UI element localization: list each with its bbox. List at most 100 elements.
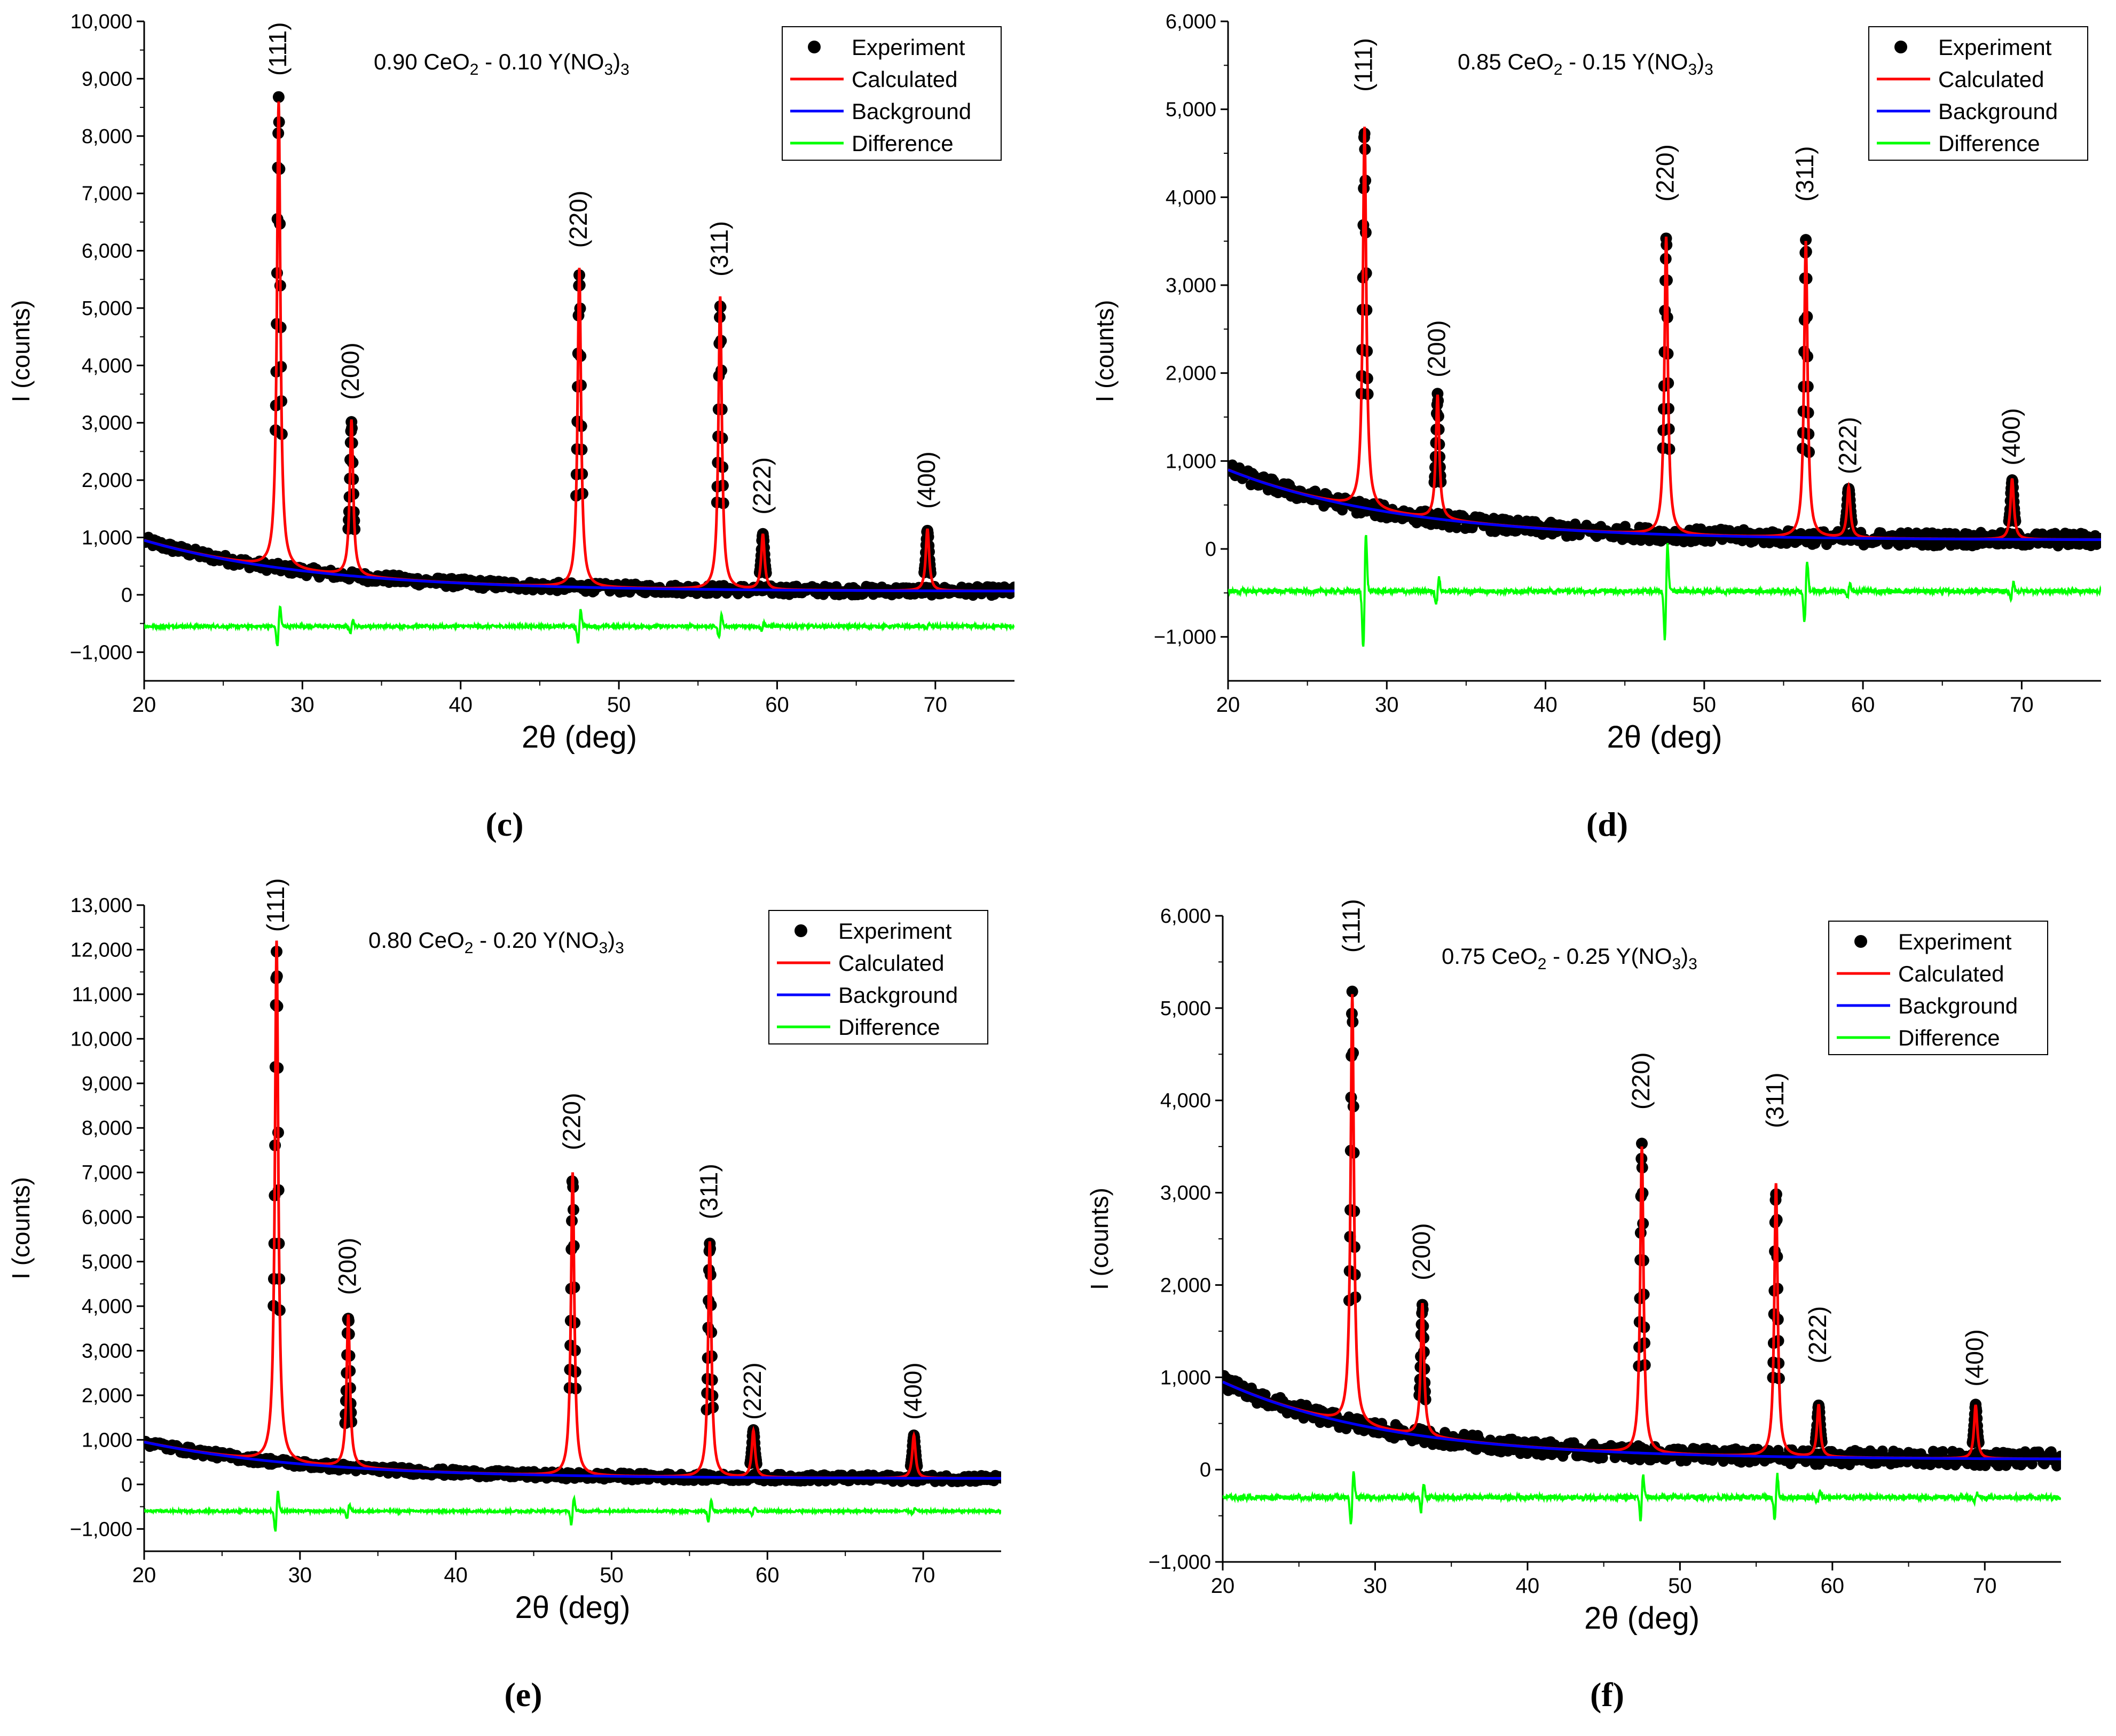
y-tick-label: 6,000 [1166, 11, 1216, 33]
legend-label: Calculated [838, 951, 944, 976]
composition-part: ) [608, 928, 615, 953]
y-tick-label: 0 [121, 584, 132, 607]
peak-label: (222) [748, 457, 776, 514]
y-tick-label: 4,000 [1166, 186, 1216, 209]
legend-marker-experiment [1894, 41, 1907, 53]
y-tick-label: 8,000 [82, 1117, 132, 1140]
experiment-point [1636, 1137, 1648, 1150]
y-tick-label: 7,000 [82, 183, 132, 205]
legend-label: Difference [838, 1015, 940, 1040]
y-tick-label: 3,000 [1166, 274, 1216, 297]
panel-label: (f) [1590, 1676, 1624, 1714]
y-tick-label: 10,000 [70, 11, 132, 33]
experiment-point [2095, 532, 2101, 544]
composition-part: ) [613, 49, 620, 74]
peak-label: (311) [1791, 146, 1819, 202]
panel-label: (d) [1586, 805, 1628, 843]
composition-part: 2 [1554, 61, 1563, 78]
experiment-point [1937, 1446, 1948, 1457]
composition-label: 0.75 CeO2 - 0.25 Y(NO3)3 [1442, 944, 1697, 973]
x-tick-label: 60 [1851, 693, 1875, 717]
x-tick-label: 20 [132, 1564, 156, 1587]
legend-marker-experiment [808, 41, 821, 53]
y-tick-label: 4,000 [82, 1295, 132, 1318]
y-axis-title: I (counts) [1091, 300, 1119, 403]
legend-label: Background [1938, 99, 2058, 124]
composition-part: 3 [620, 61, 630, 78]
peak-label: (222) [738, 1362, 766, 1419]
y-tick-label: 10,000 [70, 1028, 132, 1050]
peak-label: (400) [899, 1362, 927, 1419]
y-tick-label: 2,000 [82, 1385, 132, 1407]
legend-label: Background [1898, 993, 2018, 1018]
y-tick-label: 1,000 [82, 1429, 132, 1451]
composition-part: 2 [470, 61, 479, 78]
y-tick-label: 2,000 [1166, 363, 1216, 385]
peak-label: (200) [333, 1238, 361, 1295]
y-tick-label: 6,000 [82, 240, 132, 263]
peak-label: (220) [564, 191, 592, 248]
x-tick-label: 30 [290, 693, 314, 717]
plot-area [144, 91, 1014, 647]
y-axis-title: I (counts) [7, 1177, 35, 1279]
legend: Experiment Calculated Background Difference [1868, 26, 2088, 161]
y-tick-label: −1,000 [70, 1518, 132, 1541]
y-tick-label: 5,000 [1166, 99, 1216, 121]
composition-part: ) [1697, 49, 1704, 74]
peak-label: (111) [1338, 899, 1365, 953]
x-tick-label: 50 [1693, 693, 1717, 717]
composition-part: 3 [599, 939, 608, 957]
y-tick-label: 4,000 [1160, 1090, 1211, 1112]
experiment-point [1346, 985, 1358, 997]
y-tick-label: 8,000 [82, 125, 132, 148]
chart-panel-c: −1,000 0 1,000 2,000 3,000 4,000 5,000 6,000 7,0… [7, 11, 1014, 843]
peak-label: (111) [264, 22, 292, 76]
composition-part: 2 [465, 939, 474, 957]
composition-part: 2 [1538, 955, 1547, 973]
legend-label: Background [838, 983, 958, 1008]
legend-label: Experiment [838, 918, 952, 944]
y-tick-label: 3,000 [82, 1340, 132, 1362]
x-tick-label: 40 [1516, 1574, 1540, 1598]
x-tick-label: 70 [924, 693, 948, 717]
series-background [144, 539, 1014, 593]
composition-part: 3 [1704, 61, 1713, 78]
experiment-point [272, 91, 285, 103]
legend-label: Background [852, 99, 971, 124]
series-difference [144, 1490, 1001, 1532]
series-background [1223, 1380, 2061, 1460]
peak-label: (400) [1961, 1329, 1988, 1386]
peak-label: (222) [1834, 417, 1861, 474]
x-tick-label: 20 [1211, 1574, 1235, 1598]
y-tick-label: 0 [121, 1474, 132, 1496]
y-tick-label: −1,000 [1154, 626, 1216, 649]
x-tick-label: 40 [444, 1564, 468, 1587]
peak-label: (220) [558, 1093, 586, 1150]
x-tick-label: 70 [911, 1564, 935, 1587]
legend-label: Experiment [852, 35, 965, 60]
experiment-point [1800, 234, 1812, 246]
peak-label: (111) [262, 878, 289, 932]
x-tick-label: 60 [765, 693, 789, 717]
x-tick-label: 70 [1973, 1574, 1997, 1598]
composition-part: 3 [1688, 955, 1697, 973]
composition-part: 0.75 CeO [1442, 944, 1538, 969]
y-axis-title: I (counts) [7, 300, 35, 403]
peak-label: (311) [1761, 1073, 1789, 1128]
composition-part: - 0.15 Y(NO [1562, 49, 1688, 74]
y-tick-label: 13,000 [70, 894, 132, 917]
x-tick-label: 60 [1821, 1574, 1845, 1598]
y-tick-label: 6,000 [82, 1206, 132, 1229]
composition-part: 0.80 CeO [368, 928, 465, 953]
peak-label: (311) [695, 1164, 722, 1219]
peak-label: (220) [1627, 1052, 1655, 1110]
y-tick-label: 7,000 [82, 1162, 132, 1184]
composition-part: - 0.25 Y(NO [1546, 944, 1672, 969]
chart-panel-f: −1,000 0 1,000 2,000 3,000 4,000 5,000 6,000 20 3… [1085, 899, 2061, 1714]
experiment-point [1451, 522, 1462, 533]
x-tick-label: 30 [1375, 693, 1399, 717]
peak-label: (200) [336, 342, 364, 399]
legend-marker-experiment [1854, 935, 1867, 948]
x-axis-title: 2θ (deg) [522, 720, 637, 755]
peak-label: (311) [705, 221, 733, 277]
